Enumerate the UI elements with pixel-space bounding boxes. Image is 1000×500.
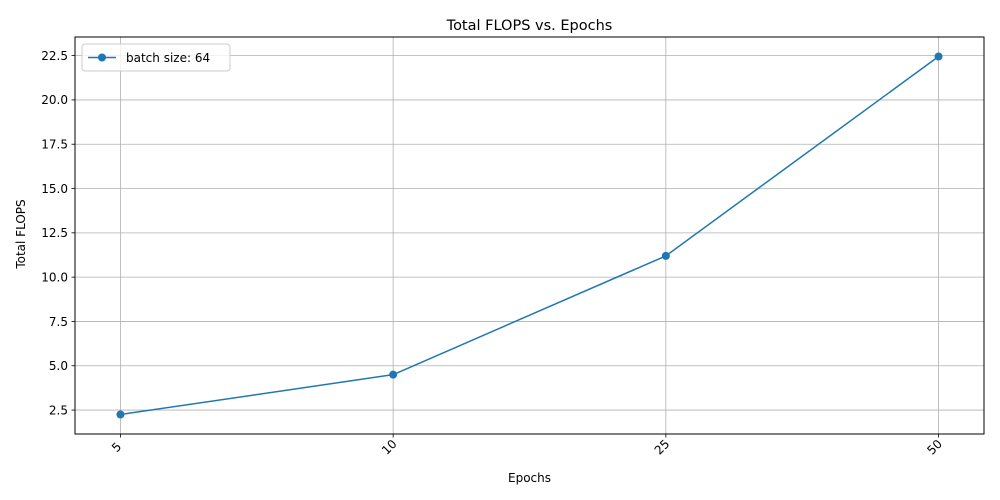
chart-title: Total FLOPS vs. Epochs xyxy=(446,18,613,34)
legend-label: batch size: 64 xyxy=(126,51,210,65)
data-point xyxy=(116,410,125,419)
axis-ticks: 2.5 5.0 7.5 10.0 12.5 15.0 17.5 20.0 22.5 5 10 25 50 xyxy=(41,49,945,458)
y-axis-title: Total FLOPS xyxy=(14,199,28,269)
y-tick-label: 2.5 xyxy=(49,403,68,417)
y-tick-label: 22.5 xyxy=(41,49,68,63)
legend-marker xyxy=(98,53,106,62)
x-axis-title: Epochs xyxy=(508,471,551,485)
y-tick-label: 20.0 xyxy=(41,93,68,107)
x-tick-label: 5 xyxy=(109,440,124,455)
y-tick-label: 10.0 xyxy=(41,270,68,284)
data-point xyxy=(934,52,943,61)
x-tick-label: 10 xyxy=(379,437,400,458)
x-tick-label: 50 xyxy=(924,437,945,458)
series-line xyxy=(120,55,939,416)
y-tick-label: 15.0 xyxy=(41,182,68,196)
y-tick-label: 5.0 xyxy=(49,359,68,373)
data-point xyxy=(389,370,398,379)
y-tick-label: 17.5 xyxy=(41,138,68,152)
y-tick-label: 12.5 xyxy=(41,226,68,240)
plot-area-frame xyxy=(74,36,985,435)
legend: batch size: 64 xyxy=(81,43,231,72)
legend-box xyxy=(81,43,231,72)
grid xyxy=(75,37,984,434)
series-layer xyxy=(116,52,943,419)
data-point xyxy=(661,251,670,260)
x-tick-label: 25 xyxy=(652,437,673,458)
y-tick-label: 7.5 xyxy=(49,315,68,329)
